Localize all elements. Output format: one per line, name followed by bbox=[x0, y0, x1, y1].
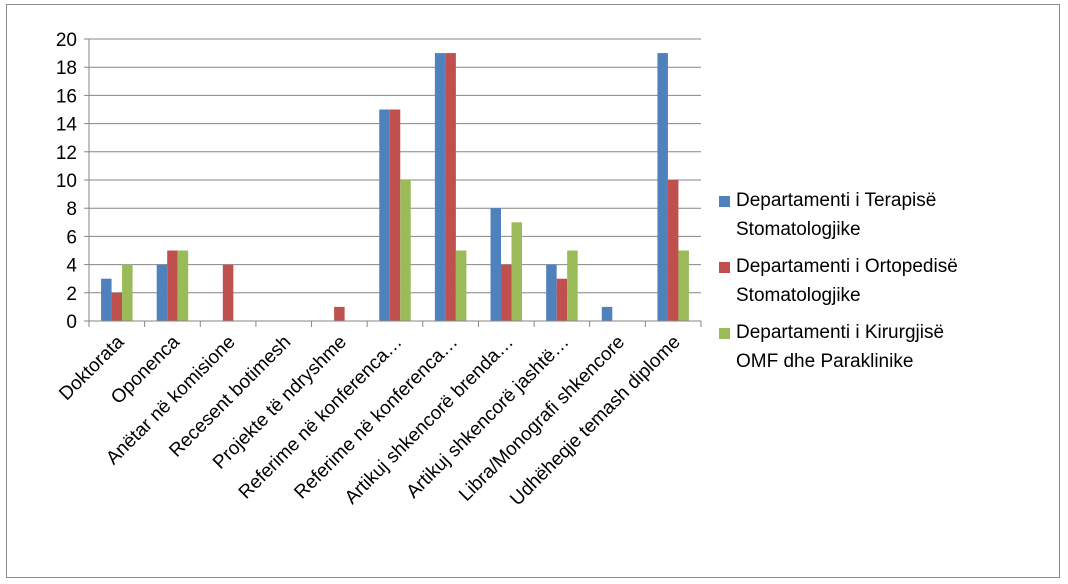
bar bbox=[455, 250, 467, 321]
bar bbox=[167, 250, 178, 321]
y-tick-label: 16 bbox=[56, 86, 77, 107]
y-tick-label: 12 bbox=[56, 143, 77, 164]
bar bbox=[177, 250, 189, 321]
legend-label: Stomatologjike bbox=[736, 219, 861, 240]
bar bbox=[222, 264, 234, 321]
legend-swatch bbox=[719, 196, 730, 207]
axes bbox=[84, 38, 702, 327]
y-tick-label: 18 bbox=[56, 58, 77, 79]
bar bbox=[567, 250, 578, 321]
y-tick-label: 8 bbox=[66, 199, 77, 220]
legend-label: OMF dhe Paraklinike bbox=[736, 351, 913, 372]
bar bbox=[122, 264, 133, 321]
bars bbox=[101, 53, 689, 321]
y-tick-label: 10 bbox=[56, 171, 77, 192]
bar bbox=[334, 306, 345, 321]
y-tick-label: 4 bbox=[66, 256, 77, 277]
bar bbox=[156, 264, 168, 321]
legend: Departamenti i Terapisë Stomatologjike Dep… bbox=[719, 190, 958, 372]
bar bbox=[678, 250, 689, 321]
bar bbox=[546, 264, 557, 321]
bar bbox=[379, 109, 390, 321]
bar bbox=[556, 278, 568, 321]
chart-frame: 0 2 4 6 8 10 12 14 16 18 20 Doktorata Oponenca Anëta… bbox=[6, 4, 1060, 578]
legend-swatch bbox=[719, 262, 730, 273]
legend-label: Stomatologjike bbox=[736, 285, 861, 306]
bar bbox=[111, 292, 123, 321]
bar-chart: 0 2 4 6 8 10 12 14 16 18 20 DoktorataOponencaAnëta… bbox=[55, 30, 958, 510]
legend-swatch bbox=[719, 328, 730, 339]
legend-label: Departamenti i Kirurgjisë bbox=[736, 322, 944, 343]
bar bbox=[434, 53, 446, 321]
legend-label: Departamenti i Ortopedisë bbox=[736, 256, 958, 277]
y-tick-label: 14 bbox=[56, 115, 78, 136]
y-tick-label: 6 bbox=[66, 227, 77, 248]
bar bbox=[667, 180, 679, 321]
bar bbox=[490, 208, 502, 321]
y-tick-label: 2 bbox=[66, 284, 77, 305]
bar bbox=[501, 264, 512, 321]
bar bbox=[601, 306, 613, 321]
y-tick-label: 20 bbox=[56, 30, 77, 51]
bar bbox=[389, 109, 401, 321]
bar bbox=[400, 180, 411, 321]
bar bbox=[101, 278, 112, 321]
legend-label: Departamenti i Terapisë bbox=[736, 190, 936, 211]
y-tick-label: 0 bbox=[66, 312, 77, 333]
y-tick-labels: 0 2 4 6 8 10 12 14 16 18 20 bbox=[56, 30, 78, 333]
bar bbox=[511, 222, 523, 321]
bar bbox=[445, 53, 456, 321]
bar bbox=[657, 53, 668, 321]
